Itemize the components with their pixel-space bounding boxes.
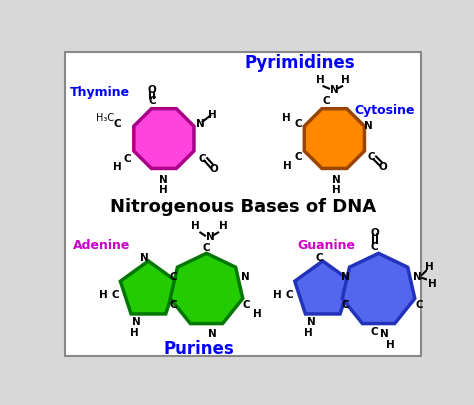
Text: H: H: [273, 290, 282, 299]
Text: N: N: [196, 119, 205, 129]
Text: H: H: [159, 185, 168, 195]
Text: H: H: [425, 261, 434, 271]
Text: O: O: [148, 85, 156, 95]
Text: H: H: [316, 75, 325, 84]
Text: Cytosine: Cytosine: [355, 104, 415, 117]
Text: H: H: [219, 220, 228, 230]
Text: C: C: [111, 290, 119, 299]
FancyBboxPatch shape: [65, 53, 421, 356]
Text: N: N: [331, 174, 340, 184]
Text: H: H: [283, 160, 292, 171]
Text: N: N: [380, 328, 389, 339]
Text: N: N: [140, 253, 149, 262]
Text: H: H: [428, 278, 437, 288]
Text: C: C: [415, 299, 423, 309]
Text: C: C: [294, 119, 302, 129]
Text: H: H: [113, 161, 122, 171]
Text: H: H: [130, 327, 139, 337]
Text: H: H: [191, 220, 199, 230]
Text: H: H: [253, 309, 262, 319]
Text: C: C: [368, 151, 375, 161]
Text: H: H: [386, 339, 394, 349]
Text: N: N: [209, 328, 217, 339]
Polygon shape: [295, 261, 351, 314]
Text: H: H: [208, 110, 216, 119]
Text: O: O: [370, 227, 379, 237]
Text: C: C: [114, 119, 121, 129]
Text: C: C: [294, 151, 302, 161]
Text: Pyrimidines: Pyrimidines: [244, 53, 355, 71]
Text: Thymine: Thymine: [70, 86, 129, 99]
Text: C: C: [341, 299, 349, 309]
Text: Purines: Purines: [164, 339, 234, 357]
Text: H: H: [282, 113, 291, 123]
Text: H: H: [331, 185, 340, 195]
Polygon shape: [120, 261, 176, 314]
Text: C: C: [124, 153, 131, 164]
Polygon shape: [342, 254, 415, 324]
Text: N: N: [241, 272, 250, 282]
Text: N: N: [206, 232, 215, 242]
Text: N: N: [330, 85, 339, 95]
Text: C: C: [286, 290, 293, 299]
Polygon shape: [304, 109, 365, 169]
Text: C: C: [323, 96, 330, 106]
Text: C: C: [148, 96, 156, 106]
Text: O: O: [209, 164, 218, 173]
Polygon shape: [134, 109, 194, 169]
Text: C: C: [203, 243, 210, 253]
Text: N: N: [159, 174, 168, 184]
Text: N: N: [364, 120, 373, 130]
Text: C: C: [371, 241, 378, 251]
Text: Nitrogenous Bases of DNA: Nitrogenous Bases of DNA: [110, 197, 376, 215]
Text: C: C: [169, 299, 177, 309]
Text: O: O: [378, 161, 387, 171]
Text: C: C: [199, 153, 207, 164]
Text: C: C: [371, 326, 378, 336]
Text: C: C: [243, 299, 251, 309]
Text: C: C: [315, 253, 323, 262]
Text: N: N: [132, 316, 141, 326]
Text: H: H: [99, 290, 108, 299]
Text: H₃C: H₃C: [96, 113, 114, 123]
Text: N: N: [307, 316, 316, 326]
Text: H: H: [304, 327, 313, 337]
Text: Guanine: Guanine: [298, 238, 356, 251]
Polygon shape: [170, 254, 243, 324]
Text: Adenine: Adenine: [73, 238, 130, 251]
Text: N: N: [341, 272, 350, 282]
Text: N: N: [413, 272, 422, 282]
Text: C: C: [169, 272, 177, 282]
Text: H: H: [341, 75, 350, 84]
